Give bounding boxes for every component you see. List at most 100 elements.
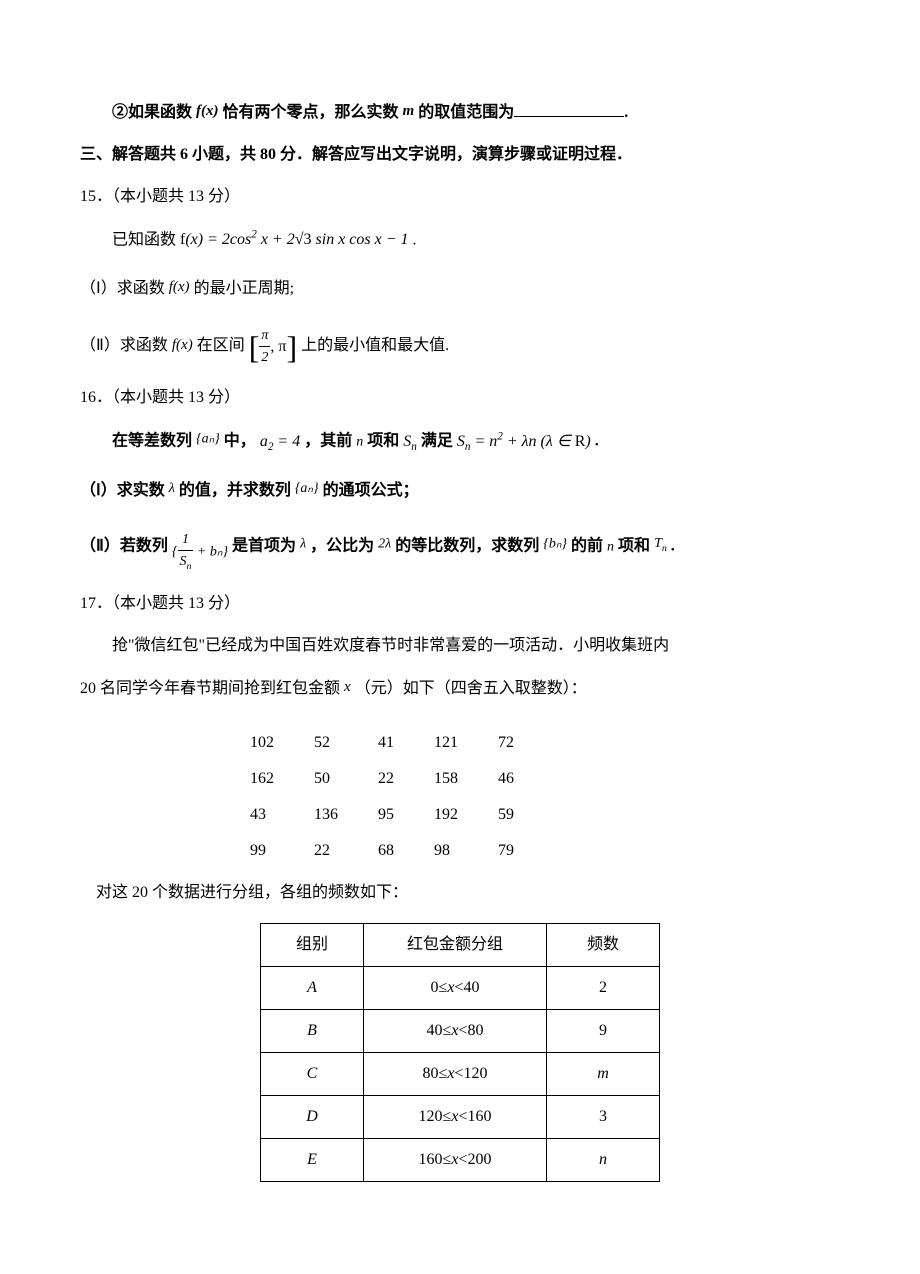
q15-p1-prefix: （Ⅰ）求函数 xyxy=(80,280,165,297)
table-row: 162 50 22 158 46 xyxy=(250,767,514,791)
data-cell: 99 xyxy=(250,839,274,863)
q16-frac-num: 1 xyxy=(178,529,194,550)
freq-tbody: A0≤x<402B40≤x<809C80≤x<120mD120≤x<1603E1… xyxy=(261,967,660,1182)
raw-data-table: 1025241121721625022158464313695192599922… xyxy=(210,719,554,875)
q16-part1: （Ⅰ）求实数 λ 的值，并求数列 {aₙ} 的通项公式； xyxy=(80,478,840,503)
group-cell: B xyxy=(261,1010,364,1053)
data-cell: 136 xyxy=(314,803,338,827)
frag-suffix: 的取值范围为 xyxy=(418,104,514,121)
q16-a2: a2 = 4 xyxy=(260,433,300,450)
freq-header-row: 组别 红包金额分组 频数 xyxy=(261,924,660,967)
q17-group-text: 对这 20 个数据进行分组，各组的频数如下： xyxy=(80,881,840,905)
q16-Snformula: Sn = n2 + λn (λ ∈ R) xyxy=(457,433,591,450)
frag-prefix: ②如果函数 xyxy=(112,104,192,121)
answer-blank xyxy=(514,116,624,117)
freq-cell: 2 xyxy=(547,967,660,1010)
q-fragment-line: ②如果函数 f(x) 恰有两个零点，那么实数 m 的取值范围为. xyxy=(80,100,840,125)
q17-intro2a: 20 名同学今年春节期间抢到红包金额 xyxy=(80,680,340,697)
q16-line1: 在等差数列 {aₙ} 中， a2 = 4 ，其前 n 项和 Sn 满足 Sn =… xyxy=(80,428,840,455)
q17-x: x xyxy=(344,676,351,699)
data-cell: 102 xyxy=(250,731,274,755)
data-cell: 158 xyxy=(434,767,458,791)
frequency-table: 组别 红包金额分组 频数 A0≤x<402B40≤x<809C80≤x<120m… xyxy=(260,923,660,1182)
range-cell: 160≤x<200 xyxy=(364,1139,547,1182)
data-cell: 41 xyxy=(378,731,394,755)
data-cell: 68 xyxy=(378,839,394,863)
q16-p2c: ，公比为 xyxy=(310,537,374,554)
var-m: m xyxy=(403,100,415,123)
q16-2lambda: 2λ xyxy=(378,536,391,551)
table-row: A0≤x<402 xyxy=(261,967,660,1010)
q15-given-suffix: . xyxy=(413,231,417,248)
data-cell: 162 xyxy=(250,767,274,791)
q15-p2-mid: 在区间 xyxy=(197,338,245,355)
seq-bn: {bₙ} xyxy=(543,536,567,551)
freq-thead: 组别 红包金额分组 频数 xyxy=(261,924,660,967)
q16-l1e: 满足 xyxy=(421,433,453,450)
data-cell: 43 xyxy=(250,803,274,827)
freq-cell: 3 xyxy=(547,1096,660,1139)
q17-intro2: 20 名同学今年春节期间抢到红包金额 x （元）如下（四舍五入取整数）： xyxy=(80,676,840,701)
data-cell: 50 xyxy=(314,767,338,791)
q16-frac-den: Sn xyxy=(178,550,194,574)
q15-given: 已知函数 f(x) = 2cos2 x + 2√3 sin x cos x − … xyxy=(80,227,840,252)
table-row: 431369519259 xyxy=(250,803,514,827)
range-cell: 40≤x<80 xyxy=(364,1010,547,1053)
table-row: C80≤x<120m xyxy=(261,1053,660,1096)
q16-bracewrap: {1Sn + bₙ} xyxy=(172,529,228,574)
table-row: D120≤x<1603 xyxy=(261,1096,660,1139)
q16-p2e: 的前 xyxy=(571,537,603,554)
group-cell: C xyxy=(261,1053,364,1096)
q15-p2-fx: f(x) xyxy=(172,334,193,357)
q15-part1: （Ⅰ）求函数 f(x) 的最小正周期; xyxy=(80,276,840,301)
q16-plusbn: + bₙ xyxy=(193,544,222,559)
q16-lambda1: λ xyxy=(169,481,175,496)
q15-p1-suffix: 的最小正周期; xyxy=(194,280,294,297)
q16-p1a: （Ⅰ）求实数 xyxy=(80,482,165,499)
data-cell: 192 xyxy=(434,803,458,827)
q15-formula: f(x) = 2cos2 x + 2√3 sin x cos x − 1 xyxy=(180,231,413,248)
data-cell: 79 xyxy=(498,839,514,863)
q15-interval: [ π2 , π ] xyxy=(249,325,297,368)
freq-cell: n xyxy=(547,1139,660,1182)
range-cell: 0≤x<40 xyxy=(364,967,547,1010)
data-cell: 98 xyxy=(434,839,458,863)
fx-inline: f(x) xyxy=(196,100,219,123)
q16-l1d: 项和 xyxy=(367,433,399,450)
table-row: 9922689879 xyxy=(250,839,514,863)
interval-num: π xyxy=(259,325,270,346)
q16-part2: （Ⅱ）若数列 {1Sn + bₙ} 是首项为 λ ，公比为 2λ 的等比数列，求… xyxy=(80,529,840,574)
q15-given-prefix: 已知函数 xyxy=(112,231,180,248)
q16-p1c: 的通项公式； xyxy=(323,482,419,499)
q16-Tn: Tn xyxy=(654,536,667,551)
table-row: B40≤x<809 xyxy=(261,1010,660,1053)
group-cell: E xyxy=(261,1139,364,1182)
q16-l1b: 中， xyxy=(224,433,256,450)
group-cell: A xyxy=(261,967,364,1010)
frag-mid: 恰有两个零点，那么实数 xyxy=(223,104,399,121)
interval-right: , π xyxy=(270,335,286,359)
q16-p2d: 的等比数列，求数列 xyxy=(395,537,539,554)
q16-n1: n xyxy=(356,435,363,450)
range-cell: 120≤x<160 xyxy=(364,1096,547,1139)
table-row: 102524112172 xyxy=(250,731,514,755)
q15-p2-prefix: （Ⅱ）求函数 xyxy=(80,338,168,355)
freq-cell: 9 xyxy=(547,1010,660,1053)
q16-l1f: . xyxy=(595,433,599,450)
section-heading: 三、解答题共 6 小题，共 80 分．解答应写出文字说明，演算步骤或证明过程． xyxy=(80,143,840,167)
freq-h2: 频数 xyxy=(547,924,660,967)
range-cell: 80≤x<120 xyxy=(364,1053,547,1096)
raw-data-tbody: 1025241121721625022158464313695192599922… xyxy=(250,731,514,863)
data-cell: 59 xyxy=(498,803,514,827)
data-cell: 52 xyxy=(314,731,338,755)
data-cell: 46 xyxy=(498,767,514,791)
data-cell: 121 xyxy=(434,731,458,755)
group-cell: D xyxy=(261,1096,364,1139)
data-cell: 22 xyxy=(378,767,394,791)
q16-p2a: （Ⅱ）若数列 xyxy=(80,537,172,554)
q15-part2: （Ⅱ）求函数 f(x) 在区间 [ π2 , π ] 上的最小值和最大值. xyxy=(80,325,840,368)
q17-intro2b: （元）如下（四舍五入取整数）： xyxy=(355,680,587,697)
page: ②如果函数 f(x) 恰有两个零点，那么实数 m 的取值范围为. 三、解答题共 … xyxy=(0,0,920,1274)
q16-Sn1: Sn xyxy=(403,433,417,450)
q16-p1b: 的值，并求数列 xyxy=(179,482,291,499)
